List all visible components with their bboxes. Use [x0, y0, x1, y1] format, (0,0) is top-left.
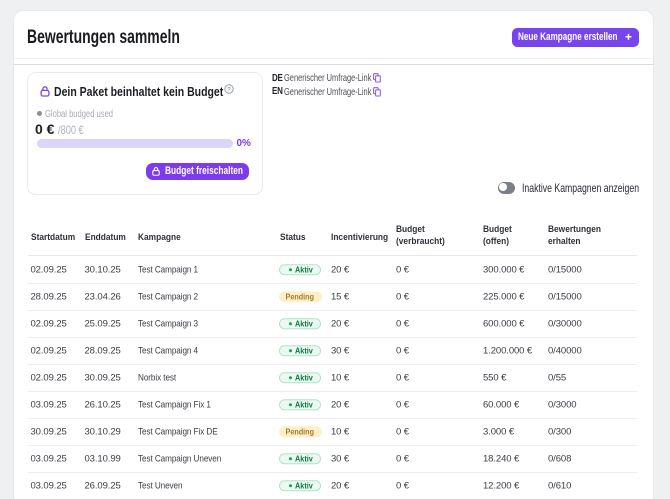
svg-text:?: ?	[227, 86, 231, 93]
